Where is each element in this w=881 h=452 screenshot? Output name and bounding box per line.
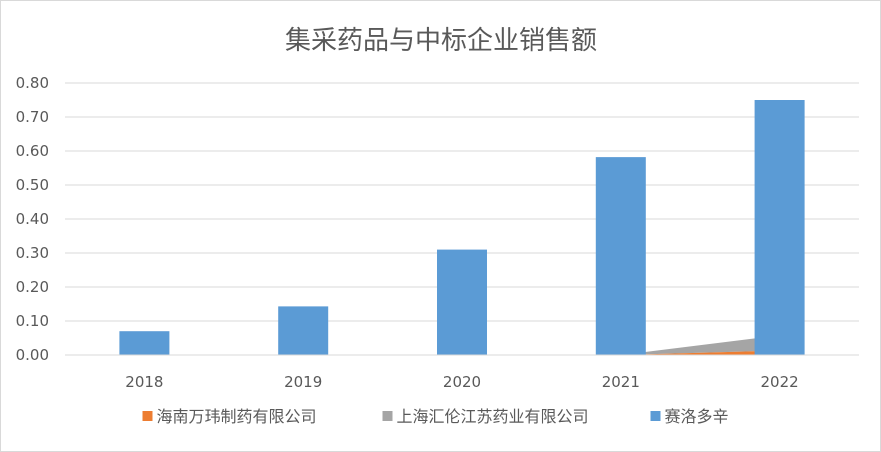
grid-lines [65, 82, 859, 356]
x-tick-label: 2018 [125, 373, 163, 391]
y-tick-label: 0.60 [16, 142, 49, 160]
y-tick-label: 0.50 [16, 176, 49, 194]
legend-swatch [382, 411, 393, 421]
bar-series-group [119, 100, 805, 355]
legend-swatch [650, 411, 661, 421]
axis-group: 0.00 0.10 0.20 0.30 0.40 0.50 0.60 0.70 0.80 2018… [16, 74, 859, 391]
bar [754, 100, 805, 355]
x-tick-label: 2020 [443, 373, 481, 391]
area-series-1 [620, 350, 780, 355]
y-tick-label: 0.00 [16, 346, 49, 364]
legend-label: 上海汇伦江苏药业有限公司 [397, 407, 589, 426]
y-tick-label: 0.40 [16, 210, 49, 228]
bar [119, 331, 170, 355]
legend: 海南万玮制药有限公司 上海汇伦江苏药业有限公司 赛洛多辛 [142, 407, 729, 426]
y-tick-label: 0.70 [16, 108, 49, 126]
y-tick-label: 0.10 [16, 312, 49, 330]
legend-label: 赛洛多辛 [665, 407, 729, 426]
y-tick-label: 0.80 [16, 74, 49, 92]
bar [437, 249, 487, 355]
x-tick-label: 2021 [602, 373, 640, 391]
area-series-group [620, 335, 780, 355]
bar [595, 157, 646, 355]
area-series-2 [620, 335, 780, 355]
legend-label: 海南万玮制药有限公司 [157, 407, 317, 426]
y-tick-label: 0.20 [16, 278, 49, 296]
chart-title: 集采药品与中标企业销售额 [285, 26, 597, 56]
legend-swatch [142, 411, 153, 421]
bar [278, 306, 329, 355]
x-tick-label: 2019 [284, 373, 322, 391]
y-tick-label: 0.30 [16, 244, 49, 262]
x-tick-label: 2022 [761, 373, 799, 391]
